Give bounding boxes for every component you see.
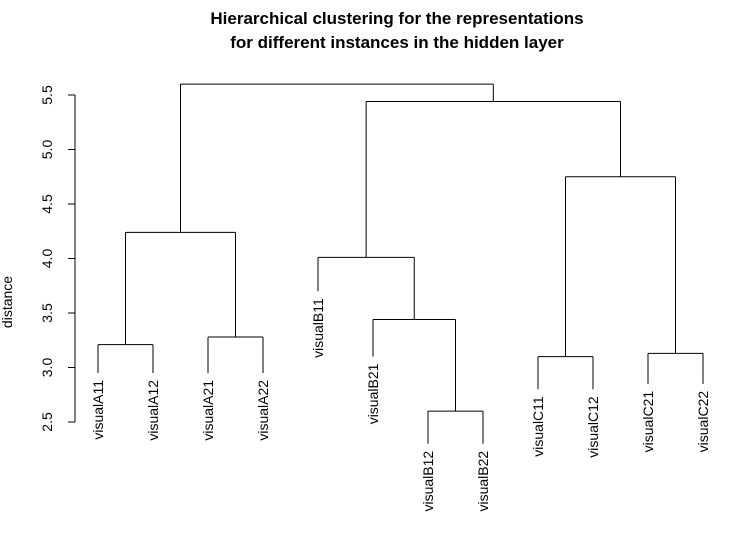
chart-title-line-1: Hierarchical clustering for the represen… [210, 9, 583, 28]
leaf-label: visualC11 [530, 396, 546, 457]
leaf-label: visualA21 [200, 380, 216, 441]
leaf-label: visualB21 [365, 363, 381, 424]
y-tick-label: 4.5 [39, 194, 55, 214]
leaf-label: visualB22 [475, 451, 491, 512]
leaf-label: visualC12 [585, 396, 601, 458]
leaf-label: visualA11 [90, 380, 106, 440]
y-tick-label: 4.0 [39, 249, 55, 269]
leaf-label: visualA12 [145, 380, 161, 441]
leaf-label: visualA22 [255, 380, 271, 441]
leaf-label: visualC21 [640, 391, 656, 453]
y-axis: 2.5 3.0 3.5 4.0 4.5 5.0 5.5 [39, 85, 76, 432]
y-tick-label: 5.0 [39, 140, 55, 160]
leaf-label: visualC22 [695, 391, 711, 453]
y-tick-label: 5.5 [39, 85, 55, 105]
dendrogram-tree [97, 83, 704, 444]
y-tick-label: 3.5 [39, 303, 55, 323]
leaf-labels: visualA11 visualA12 visualA21 visualA22 visu… [90, 298, 711, 512]
leaf-label: visualB11 [310, 298, 326, 358]
y-axis-label: distance [0, 276, 15, 328]
leaf-label: visualB12 [420, 451, 436, 512]
y-tick-label: 2.5 [39, 412, 55, 432]
y-tick-label: 3.0 [39, 358, 55, 378]
chart-title-line-2: for different instances in the hidden la… [230, 33, 564, 52]
